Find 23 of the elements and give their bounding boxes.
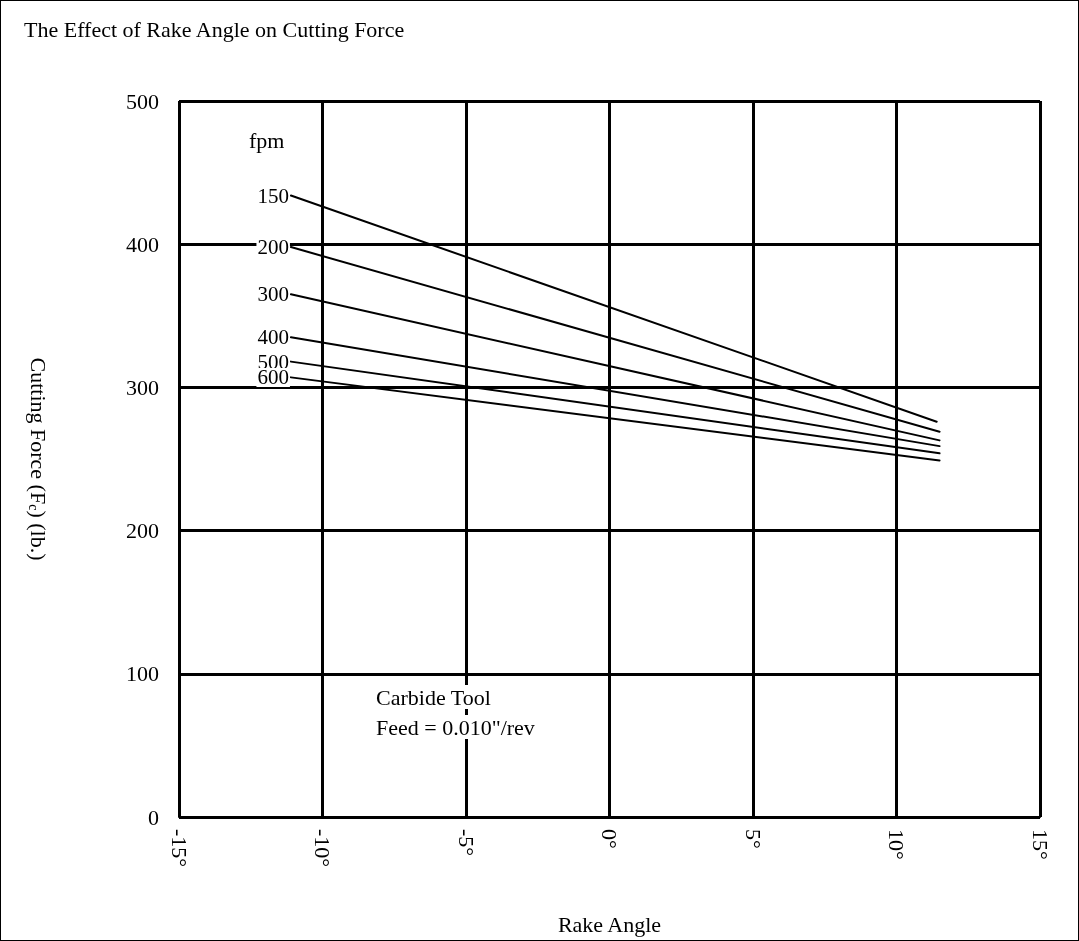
x-tick-label: 5° xyxy=(740,829,766,849)
y-tick-label: 200 xyxy=(126,518,159,544)
annotation: Feed = 0.010"/rev xyxy=(376,714,535,740)
x-tick-label: 10° xyxy=(884,829,909,860)
series-label: 400 xyxy=(257,325,289,350)
y-tick-label: 100 xyxy=(126,661,159,687)
x-tick-label: -15° xyxy=(166,829,192,868)
y-tick-label: 400 xyxy=(126,231,159,257)
x-axis-title: Rake Angle xyxy=(557,911,662,937)
y-tick-label: 300 xyxy=(126,374,159,400)
x-tick-label: -10° xyxy=(310,829,335,868)
x-tick-label: -5° xyxy=(453,829,479,857)
x-tick-label: 15° xyxy=(1027,829,1053,860)
series-label: 200 xyxy=(257,235,289,260)
y-axis-title: Cutting Force (Fc) (lb.) xyxy=(25,357,51,561)
x-tick-label: 0° xyxy=(597,829,622,849)
legend-title: fpm xyxy=(249,127,285,153)
annotation: Carbide Tool xyxy=(376,684,491,710)
chart-title: The Effect of Rake Angle on Cutting Force xyxy=(24,16,405,42)
series-label: 150 xyxy=(257,183,289,208)
y-tick-label: 0 xyxy=(148,804,159,830)
y-tick-label: 500 xyxy=(126,88,159,114)
series-label: 300 xyxy=(257,282,289,307)
